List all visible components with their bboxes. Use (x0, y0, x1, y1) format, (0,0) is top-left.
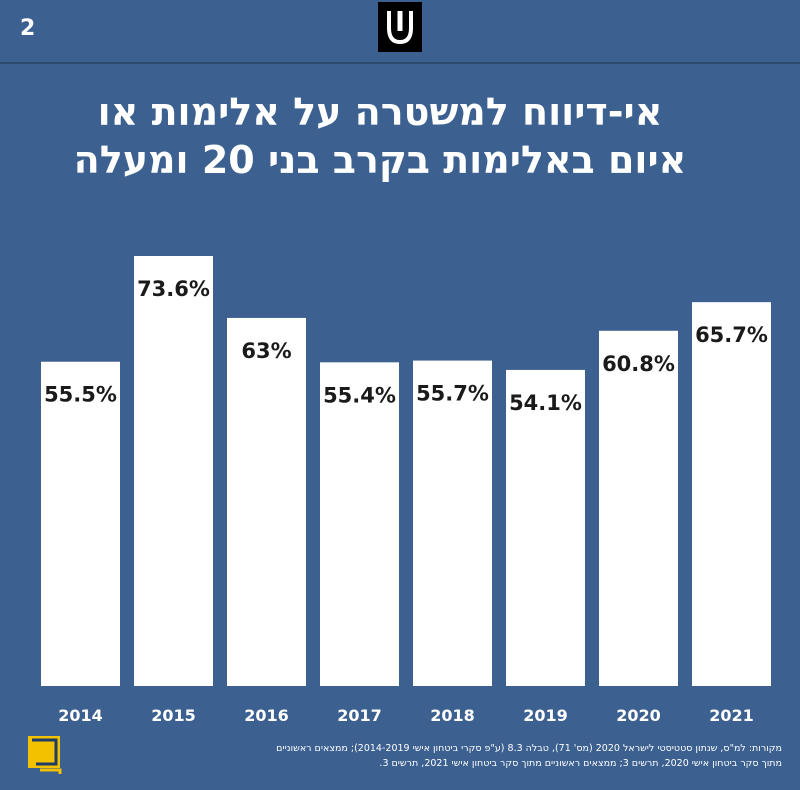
x-tick-label-2016: 2016 (244, 706, 289, 725)
bar-2021 (692, 302, 771, 686)
title-line-2: איום באלימות בקרב בני 20 ומעלה (73, 138, 687, 182)
title-line-1: אי-דיווח למשטרה על אלימות או (97, 90, 663, 134)
x-tick-label-2014: 2014 (58, 706, 103, 725)
value-label-2019: 54.1% (509, 391, 582, 415)
value-label-2017: 55.4% (323, 383, 396, 407)
value-label-2016: 63% (241, 339, 291, 363)
source-line-2: מתוך סקר ביטחון אישי 2020, תרשים 3; ממצא… (379, 758, 782, 769)
page-number: 2 (20, 16, 36, 41)
x-tick-label-2021: 2021 (709, 706, 754, 725)
x-tick-label-2018: 2018 (430, 706, 475, 725)
x-tick-label-2020: 2020 (616, 706, 661, 725)
channel-logo-icon (378, 2, 422, 52)
value-label-2014: 55.5% (44, 383, 117, 407)
radio-brand-logo-icon (26, 734, 66, 776)
value-label-2020: 60.8% (602, 352, 675, 376)
bar-2015 (134, 256, 213, 686)
chart-title: אי-דיווח למשטרה על אלימות או איום באלימו… (60, 88, 700, 184)
x-tick-label-2017: 2017 (337, 706, 382, 725)
value-label-2021: 65.7% (695, 323, 768, 347)
bar-2020 (599, 330, 678, 686)
bar-2018 (413, 360, 492, 686)
bar-2016 (227, 317, 306, 686)
x-tick-label-2015: 2015 (151, 706, 196, 725)
bar-2017 (320, 362, 399, 686)
top-bar: 2 (0, 0, 800, 64)
value-label-2015: 73.6% (137, 277, 210, 301)
value-label-2018: 55.7% (416, 382, 489, 406)
x-tick-label-2019: 2019 (523, 706, 568, 725)
source-line-1: מקורות: למ"ס, שנתון סטטיסטי לישראל 2020 … (276, 743, 782, 754)
bar-2014 (41, 361, 120, 686)
source-note: מקורות: למ"ס, שנתון סטטיסטי לישראל 2020 … (110, 741, 782, 771)
bar-2019 (506, 369, 585, 686)
